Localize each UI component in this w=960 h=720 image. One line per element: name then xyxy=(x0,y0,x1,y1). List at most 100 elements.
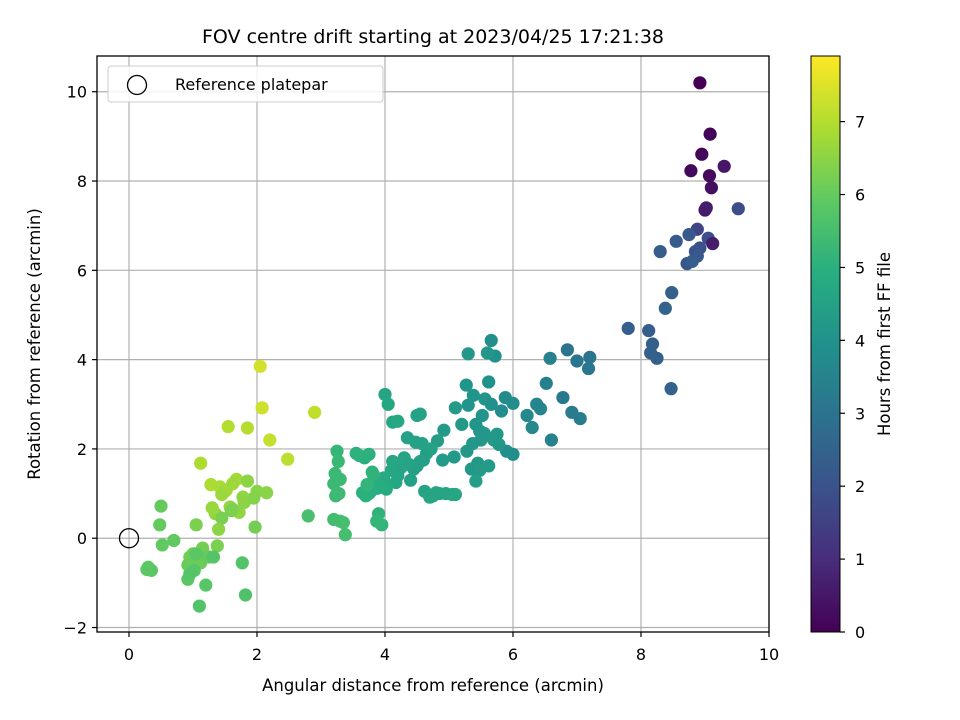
data-point xyxy=(484,397,498,411)
data-point xyxy=(263,433,277,447)
x-tick-label: 8 xyxy=(636,645,646,664)
data-point xyxy=(155,538,169,552)
data-point xyxy=(255,401,269,415)
data-point xyxy=(360,478,374,492)
data-point xyxy=(429,486,443,500)
y-tick-label: 0 xyxy=(77,529,87,548)
data-point xyxy=(400,431,414,445)
plot-frame xyxy=(96,55,770,633)
data-point xyxy=(482,375,496,389)
data-point xyxy=(199,578,213,592)
data-point xyxy=(205,501,219,515)
data-point xyxy=(583,350,597,364)
data-point xyxy=(389,475,403,490)
x-tick-label: 6 xyxy=(508,645,518,664)
data-point xyxy=(570,354,584,368)
legend-box xyxy=(107,65,384,103)
data-point xyxy=(183,567,197,581)
data-point xyxy=(469,474,483,488)
data-point xyxy=(703,127,717,141)
data-point xyxy=(331,454,345,469)
y-tick-label: −2 xyxy=(63,619,87,638)
data-point xyxy=(704,181,719,195)
data-point xyxy=(699,201,713,215)
data-point xyxy=(189,518,203,532)
data-point xyxy=(301,509,315,523)
y-tick-label: 2 xyxy=(77,440,87,459)
data-point xyxy=(212,522,226,536)
data-point xyxy=(544,433,559,447)
data-point xyxy=(494,404,509,418)
data-point xyxy=(664,382,678,396)
data-point xyxy=(330,486,344,501)
data-point xyxy=(366,468,381,482)
data-point xyxy=(437,423,451,437)
data-point xyxy=(144,563,158,577)
data-point xyxy=(281,452,295,466)
y-axis-ticks: −2 0 2 4 6 8 10 xyxy=(63,83,97,638)
colorbar-ticks: 0 1 2 3 4 5 6 7 xyxy=(840,113,865,642)
data-point xyxy=(473,463,487,477)
data-point xyxy=(330,444,344,458)
data-point xyxy=(349,446,363,460)
data-point xyxy=(684,164,698,178)
legend-label-reference-platepar: Reference platepar xyxy=(175,75,328,94)
data-point xyxy=(685,254,699,268)
data-point xyxy=(658,301,672,315)
data-point xyxy=(642,324,656,338)
colorbar-label: Hours from first FF file xyxy=(875,252,894,436)
data-point xyxy=(539,376,553,390)
data-point xyxy=(308,405,322,419)
x-tick-label: 4 xyxy=(380,645,390,664)
data-point xyxy=(247,491,261,505)
data-point xyxy=(381,397,395,411)
legend-reference-marker xyxy=(126,74,148,96)
data-point xyxy=(459,378,473,392)
data-point xyxy=(448,401,462,415)
colorbar-tick-label: 5 xyxy=(855,258,865,277)
data-point xyxy=(253,359,267,373)
colorbar-tick-label: 4 xyxy=(855,331,865,350)
chart-title: FOV centre drift starting at 2023/04/25 … xyxy=(202,26,664,48)
colorbar-tick-label: 3 xyxy=(855,404,865,423)
data-point xyxy=(215,487,229,502)
data-point xyxy=(224,503,238,518)
data-point xyxy=(210,539,224,553)
data-point xyxy=(221,420,235,434)
data-point xyxy=(235,556,249,570)
y-tick-label: 8 xyxy=(77,172,87,191)
data-point xyxy=(693,76,707,90)
x-axis-label: Angular distance from reference (arcmin) xyxy=(262,676,604,695)
data-point xyxy=(520,408,534,423)
data-point xyxy=(621,321,635,335)
data-point xyxy=(448,487,462,502)
data-point xyxy=(682,228,696,242)
data-point xyxy=(327,512,341,527)
data-point xyxy=(215,511,229,525)
data-point xyxy=(461,347,475,361)
data-point xyxy=(466,388,480,402)
data-point xyxy=(194,456,208,470)
reference-platepar-marker xyxy=(118,528,140,549)
data-point xyxy=(560,343,575,357)
data-points xyxy=(118,76,745,613)
legend: Reference platepar xyxy=(107,65,384,103)
data-point xyxy=(669,234,683,248)
data-point xyxy=(706,236,720,251)
y-tick-label: 4 xyxy=(77,351,87,370)
data-point xyxy=(653,244,667,259)
colorbar-tick-label: 2 xyxy=(855,477,865,496)
data-point xyxy=(665,286,679,300)
data-point xyxy=(565,405,579,419)
data-point xyxy=(556,390,570,405)
data-point xyxy=(153,518,167,532)
x-tick-label: 10 xyxy=(759,645,779,664)
colorbar-tick-label: 7 xyxy=(855,113,865,132)
data-point xyxy=(447,450,461,464)
y-tick-label: 10 xyxy=(67,83,87,102)
data-point xyxy=(413,407,427,421)
colorbar-tick-label: 0 xyxy=(855,623,865,642)
colorbar-tick-label: 1 xyxy=(855,550,865,569)
data-point xyxy=(484,333,498,348)
